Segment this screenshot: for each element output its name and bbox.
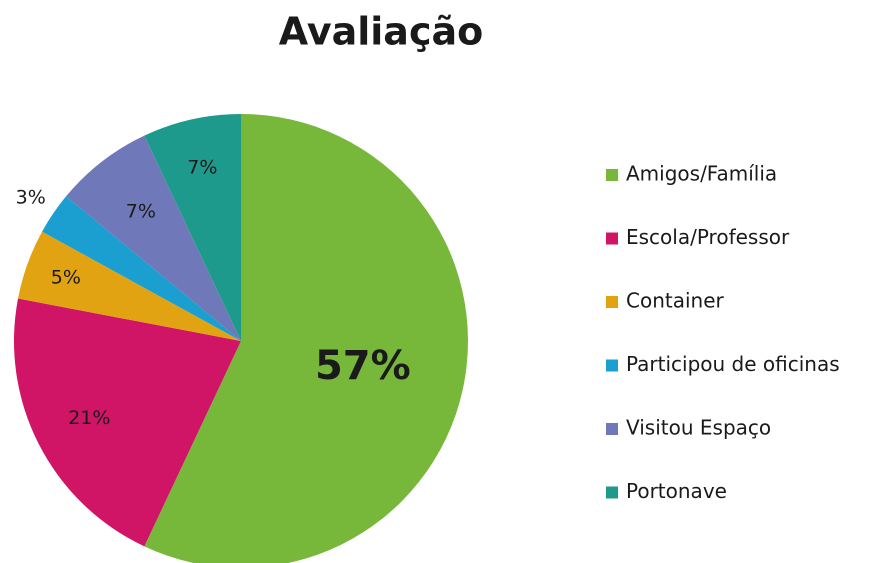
legend-swatch xyxy=(606,296,618,308)
slice-label: 57% xyxy=(315,343,411,389)
legend-swatch xyxy=(606,169,618,181)
slice-label: 21% xyxy=(68,407,110,429)
legend-label: Portonave xyxy=(626,479,727,503)
slice-label: 7% xyxy=(126,200,156,222)
pie-slice xyxy=(18,231,241,341)
legend-label: Escola/Professor xyxy=(626,225,790,249)
legend-label: Amigos/Família xyxy=(626,162,777,186)
pie-slice xyxy=(144,114,241,341)
pie-slice xyxy=(66,135,241,341)
legend-swatch xyxy=(606,423,618,435)
slice-label: 3% xyxy=(16,187,46,209)
pie-slice xyxy=(42,196,241,341)
legend-swatch xyxy=(606,359,618,372)
pie-slice xyxy=(13,298,241,547)
legend-label: Container xyxy=(626,289,725,313)
slice-label: 7% xyxy=(187,157,217,179)
slice-label: 5% xyxy=(51,266,81,288)
legend-swatch xyxy=(606,232,618,245)
pie-slice xyxy=(144,114,468,563)
legend-label: Participou de oficinas xyxy=(626,352,840,376)
legend-label: Visitou Espaço xyxy=(626,416,771,440)
chart-title: Avaliação xyxy=(279,10,483,54)
legend-swatch xyxy=(606,486,618,499)
